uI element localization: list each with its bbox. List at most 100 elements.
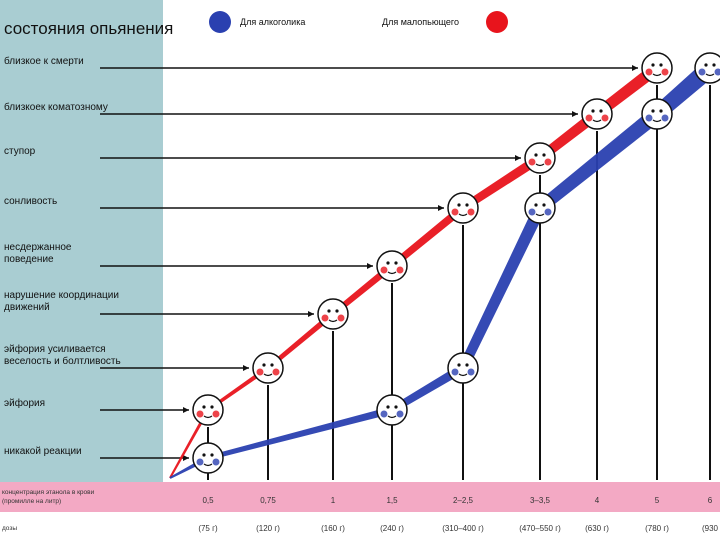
- face-cheek-right: [467, 208, 475, 216]
- face-cheek-left: [380, 266, 388, 274]
- state-label-4-line-0: несдержанное: [4, 242, 72, 253]
- state-label-1-line-0: эйфория: [4, 397, 45, 409]
- face-cheek-left: [528, 158, 536, 166]
- legend: Для алкоголика Для малопьющего: [209, 11, 508, 33]
- state-arrow-head-1: [183, 407, 189, 413]
- face-head: [447, 192, 479, 224]
- face-head: [694, 52, 720, 84]
- face-head: [641, 98, 673, 130]
- face-cheek-left: [528, 208, 536, 216]
- face-marker-s0-p7: [641, 52, 673, 84]
- concentration-band: [0, 482, 720, 512]
- face-head: [524, 142, 556, 174]
- faces-layer: [192, 52, 720, 474]
- face-eye-left: [262, 363, 266, 367]
- dose-tick-7: (780 г): [645, 524, 669, 533]
- face-cheek-right: [212, 458, 220, 466]
- face-marker-s1-p5: [694, 52, 720, 84]
- face-cheek-left: [698, 68, 706, 76]
- dose-tick-3: (240 г): [380, 524, 404, 533]
- dose-tick-2: (160 г): [321, 524, 345, 533]
- face-eye-left: [534, 203, 538, 207]
- face-eye-right: [270, 363, 274, 367]
- legend-alcoholic-marker: [209, 11, 231, 33]
- concentration-tick-4: 2–2,5: [453, 496, 474, 505]
- face-cheek-right: [544, 158, 552, 166]
- face-cheek-left: [451, 368, 459, 376]
- state-label-2-line-1: веселость и болтливость: [4, 355, 121, 367]
- face-eye-left: [651, 63, 655, 67]
- face-mouth: [263, 373, 273, 377]
- face-marker-s0-p6: [581, 98, 613, 130]
- face-eye-right: [659, 109, 663, 113]
- face-eye-left: [202, 453, 206, 457]
- face-head: [376, 394, 408, 426]
- face-head: [641, 52, 673, 84]
- concentration-tick-6: 4: [595, 496, 600, 505]
- concentration-axis-title-line1: концентрация этанола в крови: [2, 489, 95, 496]
- face-eye-left: [704, 63, 708, 67]
- face-cheek-left: [451, 208, 459, 216]
- face-eye-left: [386, 261, 390, 265]
- face-cheek-left: [256, 368, 264, 376]
- face-eye-left: [534, 153, 538, 157]
- face-eye-left: [386, 405, 390, 409]
- concentration-tick-7: 5: [655, 496, 660, 505]
- face-marker-s1-p0: [192, 442, 224, 474]
- face-eye-right: [542, 153, 546, 157]
- face-eye-left: [457, 203, 461, 207]
- dose-axis-title: дозы: [2, 525, 17, 532]
- concentration-axis-title-line2: (промилле на литр): [2, 498, 61, 505]
- state-sidebar: [0, 0, 163, 482]
- state-arrow-head-0: [183, 455, 189, 461]
- face-mouth: [592, 119, 602, 123]
- face-cheek-right: [467, 368, 475, 376]
- dose-tick-0: (75 г): [198, 524, 218, 533]
- ticks-layer: 0,5 0,75 1 1,5 2–2,5 3–3,5 4 5 6 (75 г) (120 г) (16…: [198, 496, 718, 533]
- face-cheek-left: [645, 68, 653, 76]
- concentration-tick-0: 0,5: [202, 496, 214, 505]
- face-cheek-right: [396, 410, 404, 418]
- face-head: [376, 250, 408, 282]
- face-eye-right: [659, 63, 663, 67]
- state-arrow-head-6: [515, 155, 521, 161]
- face-cheek-right: [396, 266, 404, 274]
- state-arrow-head-4: [367, 263, 373, 269]
- face-mouth: [203, 415, 213, 419]
- face-cheek-right: [714, 68, 720, 76]
- face-eye-right: [465, 363, 469, 367]
- face-cheek-left: [585, 114, 593, 122]
- face-head: [524, 192, 556, 224]
- face-eye-left: [327, 309, 331, 313]
- face-marker-s0-p4: [447, 192, 479, 224]
- face-eye-right: [335, 309, 339, 313]
- face-head: [317, 298, 349, 330]
- series-ribbon-0: [169, 63, 661, 479]
- face-head: [192, 442, 224, 474]
- dose-tick-1: (120 г): [256, 524, 280, 533]
- guides-layer: [100, 65, 711, 480]
- state-arrow-head-5: [438, 205, 444, 211]
- face-mouth: [387, 271, 397, 275]
- state-arrow-head-3: [308, 311, 314, 317]
- face-eye-left: [457, 363, 461, 367]
- state-label-0-line-0: никакой реакции: [4, 446, 82, 457]
- face-marker-s1-p3: [524, 192, 556, 224]
- face-marker-s0-p1: [252, 352, 284, 384]
- concentration-tick-2: 1: [331, 496, 336, 505]
- face-cheek-right: [544, 208, 552, 216]
- face-eye-left: [591, 109, 595, 113]
- face-mouth: [652, 119, 662, 123]
- state-label-3-line-0: нарушение координации: [4, 290, 119, 301]
- face-mouth: [535, 163, 545, 167]
- face-marker-s0-p2: [317, 298, 349, 330]
- state-label-3-line-1: движений: [4, 302, 50, 313]
- state-labels-layer: никакой реакции эйфория эйфория усиливаетс…: [4, 55, 121, 457]
- face-head: [447, 352, 479, 384]
- face-cheek-right: [661, 68, 669, 76]
- concentration-tick-8: 6: [708, 496, 713, 505]
- dose-tick-5: (470–550 г): [519, 524, 561, 533]
- face-eye-right: [599, 109, 603, 113]
- state-label-7-line-0: близкоек коматозному: [4, 101, 108, 113]
- face-mouth: [535, 213, 545, 217]
